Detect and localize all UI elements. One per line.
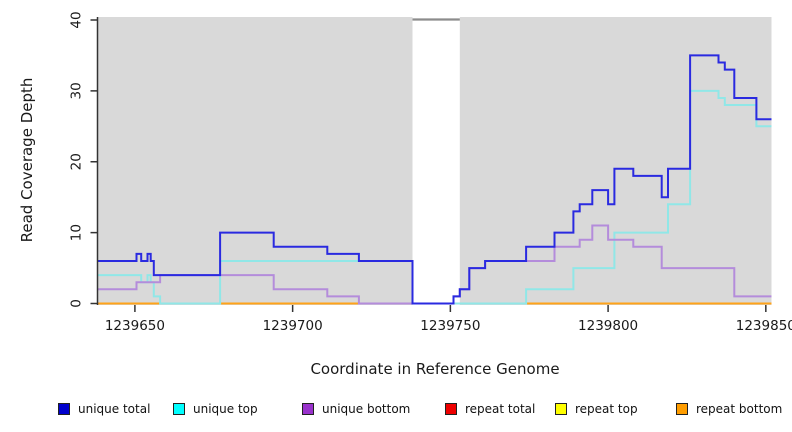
legend-item-unique-top: unique top xyxy=(173,402,258,416)
y-tick-label: 20 xyxy=(69,153,85,170)
gap-region xyxy=(412,14,460,305)
legend-label: unique bottom xyxy=(322,402,411,416)
y-tick-label: 0 xyxy=(69,299,85,308)
y-tick-label: 10 xyxy=(69,224,85,241)
y-tick-label: 40 xyxy=(69,11,85,28)
legend-item-unique-bottom: unique bottom xyxy=(302,402,410,416)
legend-label: unique total xyxy=(78,402,151,416)
legend-swatch-icon xyxy=(58,403,70,415)
x-tick-label: 1239750 xyxy=(420,318,480,334)
legend-swatch-icon xyxy=(676,403,688,415)
legend-swatch-icon xyxy=(555,403,567,415)
y-tick-label: 30 xyxy=(69,82,85,99)
x-axis-title: Coordinate in Reference Genome xyxy=(310,360,560,378)
legend-item-repeat-bottom: repeat bottom xyxy=(676,402,782,416)
x-tick-label: 1239850 xyxy=(736,318,792,334)
legend-label: unique top xyxy=(193,402,258,416)
legend-label: repeat total xyxy=(465,402,536,416)
y-axis-title: Read Coverage Depth xyxy=(18,77,36,243)
x-tick-label: 1239650 xyxy=(105,318,165,334)
x-tick-label: 1239700 xyxy=(263,318,323,334)
legend-swatch-icon xyxy=(445,403,457,415)
legend-item-repeat-total: repeat total xyxy=(445,402,535,416)
legend-label: repeat top xyxy=(575,402,638,416)
series-unique-total xyxy=(98,54,772,305)
legend-item-repeat-top: repeat top xyxy=(555,402,638,416)
x-tick-label: 1239800 xyxy=(578,318,638,334)
legend-label: repeat bottom xyxy=(696,402,783,416)
legend-item-unique-total: unique total xyxy=(58,402,150,416)
series-unique-top xyxy=(98,89,772,305)
legend-swatch-icon xyxy=(302,403,314,415)
legend-swatch-icon xyxy=(173,403,185,415)
